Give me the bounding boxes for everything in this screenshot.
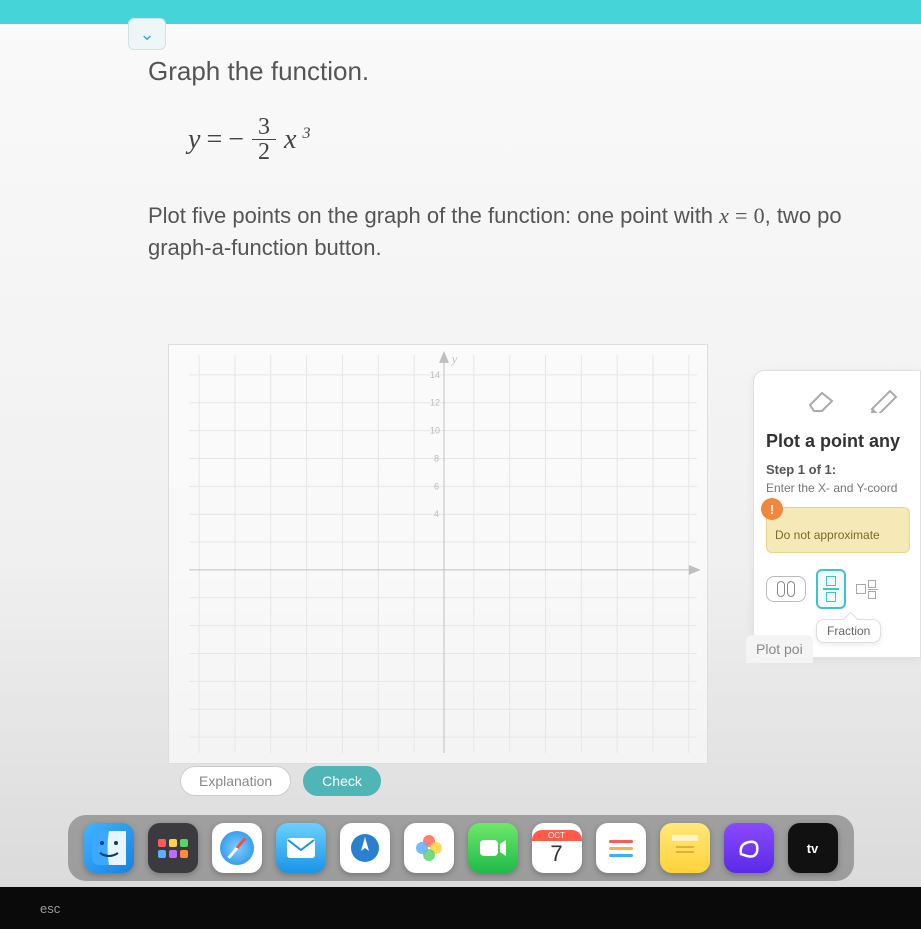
calendar-day: 7 xyxy=(550,841,562,867)
check-button[interactable]: Check xyxy=(303,766,381,796)
coordinate-input[interactable] xyxy=(766,576,806,602)
reminders-icon[interactable] xyxy=(596,823,646,873)
testflight-icon[interactable] xyxy=(340,823,390,873)
instruction-prefix: Plot five points on the graph of the fun… xyxy=(148,203,719,228)
photos-icon[interactable] xyxy=(404,823,454,873)
macos-dock: OCT 7 tv xyxy=(0,815,921,881)
safari-icon[interactable] xyxy=(212,823,262,873)
warning-icon: ! xyxy=(761,498,783,520)
panel-step-label: Step 1 of 1: xyxy=(766,462,910,477)
y-tick-4: 4 xyxy=(434,509,439,519)
mail-icon[interactable] xyxy=(276,823,326,873)
y-axis-arrow xyxy=(439,351,449,363)
instruction-eq: = xyxy=(735,203,747,228)
eq-lhs: y xyxy=(188,124,200,156)
eq-variable: x xyxy=(284,124,296,156)
instruction-val: 0 xyxy=(754,203,765,228)
chevron-down-icon: ⌄ xyxy=(139,24,154,45)
fraction-tooltip: Fraction xyxy=(816,619,881,643)
instruction-line2: graph-a-function button. xyxy=(148,235,382,260)
coordinate-plane[interactable]: y 14 12 10 8 6 4 xyxy=(168,344,708,764)
eq-negative: − xyxy=(228,124,244,156)
launchpad-icon[interactable] xyxy=(148,823,198,873)
y-tick-14: 14 xyxy=(430,370,440,380)
freeform-icon[interactable] xyxy=(724,823,774,873)
panel-step-text: Enter the X- and Y-coord xyxy=(766,481,910,495)
keyboard-edge: esc xyxy=(0,887,921,929)
eq-denominator: 2 xyxy=(252,140,276,164)
warning-text: Do not approximate xyxy=(775,528,880,542)
finder-icon[interactable] xyxy=(84,823,134,873)
pencil-icon[interactable] xyxy=(868,387,902,413)
esc-key: esc xyxy=(40,901,60,916)
y-tick-12: 12 xyxy=(430,398,440,408)
y-axis-label: y xyxy=(451,352,458,366)
y-tick-8: 8 xyxy=(434,453,439,463)
eraser-icon[interactable] xyxy=(804,387,838,413)
eq-exponent: 3 xyxy=(302,125,310,143)
instruction-text: Plot five points on the graph of the fun… xyxy=(148,200,888,264)
mixed-number-input[interactable] xyxy=(856,574,896,604)
warning-box: ! Do not approximate xyxy=(766,507,910,553)
notes-icon[interactable] xyxy=(660,823,710,873)
equation-display: y = − 3 2 x3 xyxy=(188,115,921,164)
eq-numerator: 3 xyxy=(252,115,276,140)
instruction-var: x xyxy=(719,203,729,228)
facetime-icon[interactable] xyxy=(468,823,518,873)
y-tick-6: 6 xyxy=(434,481,439,491)
appletv-label: tv xyxy=(807,841,819,856)
grid-lines xyxy=(189,355,697,753)
plot-tool-panel: Plot a point any Step 1 of 1: Enter the … xyxy=(753,370,921,658)
collapse-toggle[interactable]: ⌄ xyxy=(128,18,166,50)
appletv-icon[interactable]: tv xyxy=(788,823,838,873)
panel-title: Plot a point any xyxy=(766,431,910,452)
instruction-mid: , two po xyxy=(765,203,842,228)
calendar-month: OCT xyxy=(532,830,582,841)
calendar-icon[interactable]: OCT 7 xyxy=(532,823,582,873)
fraction-input[interactable] xyxy=(816,569,846,609)
eq-equals: = xyxy=(206,124,222,156)
eq-fraction: 3 2 xyxy=(252,115,276,164)
explanation-button[interactable]: Explanation xyxy=(180,766,291,796)
x-axis-arrow xyxy=(689,565,701,575)
plot-point-button[interactable]: Plot poi xyxy=(746,635,813,663)
question-title: Graph the function. xyxy=(148,56,921,87)
y-tick-10: 10 xyxy=(430,426,440,436)
